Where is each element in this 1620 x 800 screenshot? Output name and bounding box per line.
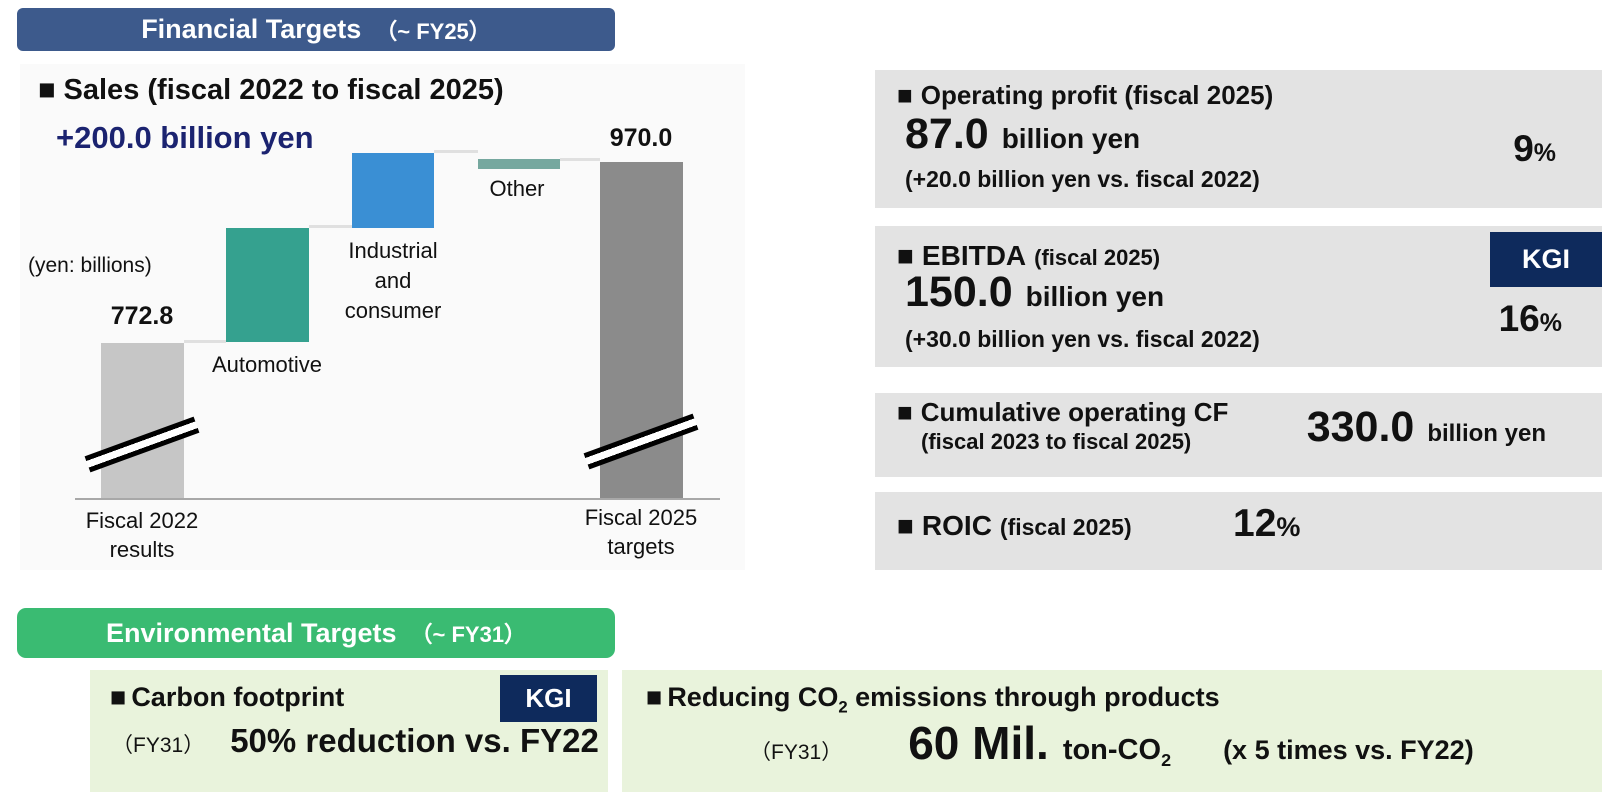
- kpi-cumulative-operating-cf: ■ Cumulative operating CF (fiscal 2023 to…: [875, 393, 1602, 477]
- bar-other: [478, 159, 560, 169]
- chart-title-text: Sales (fiscal 2022 to fiscal 2025): [63, 74, 504, 106]
- square-bullet-icon: ■: [897, 80, 913, 110]
- kpi-value-number: 150.0: [905, 268, 1013, 316]
- kpi-percent-sign: %: [1276, 512, 1301, 542]
- kpi-operating-profit: ■ Operating profit (fiscal 2025) 87.0 bil…: [875, 70, 1602, 208]
- bar-fiscal-2022-results: [101, 343, 184, 499]
- kpi-heading-text: ROIC: [921, 510, 992, 541]
- square-bullet-icon: ■: [110, 682, 127, 712]
- label-line: Fiscal 2025: [584, 505, 698, 530]
- carbon-footprint-box: ■ Carbon footprint KGI （FY31） 50% reducti…: [90, 670, 608, 792]
- waterfall-connector: [184, 340, 226, 343]
- eco-heading-text: emissions through products: [847, 682, 1220, 712]
- label-line: consumer: [344, 298, 442, 323]
- waterfall-connector: [309, 225, 352, 228]
- kpi-value-number: 330.0: [1306, 403, 1415, 451]
- label-fiscal-2022-results: Fiscal 2022 results: [62, 506, 222, 564]
- value-label-fiscal-2025: 970.0: [609, 124, 673, 152]
- label-line: targets: [607, 534, 675, 559]
- eco-value-unit: ton-CO2: [1063, 734, 1171, 771]
- kpi-value-unit: billion yen: [1001, 123, 1141, 154]
- waterfall-connector: [434, 150, 478, 153]
- kpi-value: 87.0 billion yen: [905, 110, 1140, 159]
- eco-value-row: （FY31） 50% reduction vs. FY22: [112, 722, 599, 760]
- kpi-heading: ■ Cumulative operating CF: [897, 397, 1228, 428]
- kpi-value-unit: billion yen: [1427, 420, 1546, 447]
- square-bullet-icon: ■: [897, 510, 914, 541]
- kpi-value: 330.0 billion yen: [1307, 403, 1546, 452]
- kpi-heading: ■ Operating profit (fiscal 2025): [897, 80, 1273, 111]
- reducing-co2-box: ■ Reducing CO2 emissions through products…: [622, 670, 1602, 792]
- kpi-percent: 16 %: [1499, 298, 1562, 340]
- sales-waterfall-chart: ■ Sales (fiscal 2022 to fiscal 2025) +200…: [20, 64, 745, 570]
- kpi-value-unit: billion yen: [1025, 281, 1165, 312]
- kpi-roic: ■ ROIC (fiscal 2025) 12 %: [875, 492, 1602, 570]
- eco-value: 60 Mil.: [908, 717, 1049, 769]
- label-line: results: [109, 537, 175, 562]
- square-bullet-icon: ■: [897, 240, 914, 271]
- kpi-percent-number: 16: [1498, 298, 1540, 339]
- label-line: Fiscal 2022: [85, 508, 199, 533]
- environmental-targets-range: （~ FY31）: [410, 622, 527, 647]
- kpi-heading-suffix: (fiscal 2025): [1034, 245, 1161, 270]
- co2-subscript: 2: [838, 697, 848, 717]
- label-industrial-consumer: Industrial and consumer: [318, 236, 468, 326]
- kpi-note: (+20.0 billion yen vs. fiscal 2022): [905, 166, 1260, 192]
- chart-title: ■ Sales (fiscal 2022 to fiscal 2025): [38, 74, 504, 107]
- kpi-value: 150.0 billion yen: [905, 268, 1164, 317]
- eco-heading-text: Carbon footprint: [131, 682, 345, 712]
- eco-heading-text: Reducing CO: [667, 682, 839, 712]
- kpi-percent-sign: %: [1533, 139, 1556, 167]
- square-bullet-icon: ■: [646, 682, 663, 712]
- kpi-value-number: 87.0: [905, 110, 989, 158]
- period-label: （FY31）: [112, 734, 205, 757]
- kpi-heading-suffix: (fiscal 2023 to fiscal 2025): [921, 429, 1192, 454]
- co2-subscript: 2: [1161, 749, 1172, 770]
- eco-comparison: (x 5 times vs. FY22): [1223, 735, 1474, 765]
- label-line: and: [374, 268, 412, 293]
- unit-note: (yen: billions): [28, 254, 152, 277]
- environmental-targets-title: Environmental Targets: [105, 617, 397, 648]
- waterfall-connector: [560, 158, 600, 161]
- label-automotive: Automotive: [211, 352, 323, 377]
- eco-heading: ■ Carbon footprint: [110, 682, 344, 713]
- kpi-percent-number: 9: [1513, 128, 1534, 169]
- kgi-badge: KGI: [1490, 232, 1602, 287]
- label-fiscal-2025-targets: Fiscal 2025 targets: [561, 503, 721, 561]
- kpi-percent: 12 %: [1233, 502, 1300, 546]
- chart-baseline: [75, 498, 720, 500]
- eco-value: 50% reduction vs. FY22: [230, 722, 599, 759]
- kpi-percent-number: 12: [1233, 502, 1277, 545]
- kpi-heading: ■ ROIC (fiscal 2025): [897, 510, 1132, 542]
- bar-industrial-consumer: [352, 153, 434, 228]
- kpi-heading-text: Cumulative operating CF: [920, 397, 1229, 427]
- kpi-percent-sign: %: [1539, 309, 1562, 337]
- label-other: Other: [489, 176, 545, 201]
- kpi-heading: ■ EBITDA (fiscal 2025): [897, 240, 1160, 272]
- square-bullet-icon: ■: [897, 397, 913, 427]
- financial-targets-range: （~ FY25）: [375, 18, 491, 44]
- period-label: （FY31）: [750, 741, 843, 764]
- bar-automotive: [226, 228, 309, 342]
- kpi-ebitda: ■ EBITDA (fiscal 2025) KGI 150.0 billion y…: [875, 226, 1602, 367]
- kpi-heading-text: EBITDA: [921, 240, 1027, 271]
- environmental-targets-banner: Environmental Targets （~ FY31）: [17, 608, 615, 658]
- unit-text: ton-CO: [1062, 734, 1162, 766]
- kpi-heading-text: Operating profit (fiscal 2025): [920, 80, 1274, 110]
- financial-targets-banner: Financial Targets （~ FY25）: [17, 8, 615, 51]
- kgi-badge: KGI: [500, 675, 597, 722]
- value-label-fiscal-2022: 772.8: [110, 302, 174, 330]
- eco-value-row: （FY31） 60 Mil. ton-CO2 (x 5 times vs. FY…: [622, 716, 1602, 771]
- kpi-note: (+30.0 billion yen vs. fiscal 2022): [905, 326, 1260, 352]
- label-line: Industrial: [348, 238, 438, 263]
- square-bullet-icon: ■: [38, 74, 56, 106]
- kpi-percent: 9 %: [1513, 128, 1556, 170]
- financial-targets-title: Financial Targets: [141, 14, 362, 44]
- total-change-annotation: +200.0 billion yen: [56, 120, 314, 155]
- kpi-heading-suffix: (fiscal 2025): [999, 514, 1132, 540]
- eco-heading: ■ Reducing CO2 emissions through products: [646, 682, 1220, 717]
